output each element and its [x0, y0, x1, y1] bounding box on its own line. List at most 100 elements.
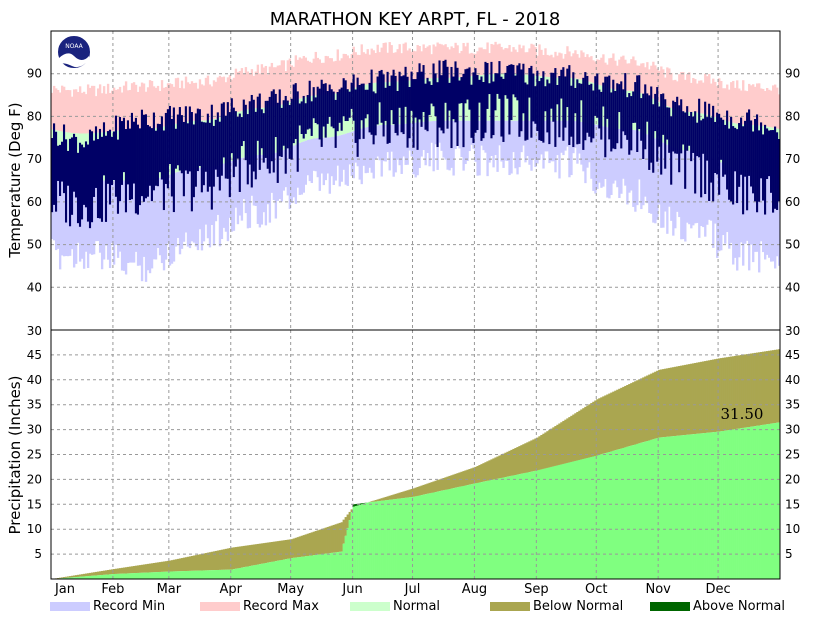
below-normal-day: [232, 547, 236, 570]
record-min-day: [690, 150, 693, 229]
observed-precip-day: [644, 441, 647, 579]
below-normal-day: [446, 476, 449, 490]
record-min-day: [586, 122, 589, 168]
record-min-day: [400, 124, 403, 174]
observed-precip-day: [340, 551, 343, 579]
observed-temp-day: [668, 107, 671, 153]
observed-precip-day: [532, 471, 535, 579]
record-max-day: [120, 92, 124, 131]
observed-precip-day: [94, 575, 98, 579]
record-max-day: [440, 44, 443, 78]
below-normal-day: [548, 429, 551, 468]
below-normal-day: [424, 484, 427, 495]
observed-temp-day: [260, 109, 263, 149]
observed-precip-day: [442, 490, 445, 579]
record-max-day: [410, 51, 413, 81]
observed-precip-day: [486, 480, 489, 579]
record-max-day: [472, 53, 475, 76]
record-max-day: [488, 53, 491, 75]
record-max-day: [218, 75, 222, 118]
record-min-day: [738, 170, 741, 258]
record-max-day: [284, 71, 288, 104]
observed-temp-day: [672, 100, 675, 152]
observed-temp-day: [186, 123, 189, 174]
observed-precip-day: [616, 449, 619, 579]
record-min-day: [666, 144, 669, 234]
record-min-day: [288, 147, 292, 209]
record-max-day: [650, 65, 653, 98]
record-max-day: [64, 90, 68, 133]
below-normal-day: [550, 428, 553, 467]
record-min-day: [192, 168, 196, 243]
record-min-day: [106, 180, 110, 260]
below-normal-day: [452, 474, 455, 489]
record-max-day: [160, 80, 164, 127]
record-max-day: [290, 65, 294, 102]
below-normal-day: [616, 389, 619, 450]
below-normal-day: [196, 554, 200, 571]
observed-temp-day: [238, 113, 241, 192]
record-max-day: [114, 89, 118, 131]
observed-temp-day: [676, 96, 679, 154]
legend-label: Above Normal: [693, 599, 785, 614]
observed-precip-day: [218, 569, 222, 579]
observed-precip-day: [140, 572, 144, 579]
observed-precip-day: [456, 487, 459, 579]
below-normal-day: [568, 417, 571, 463]
record-min-day: [336, 135, 339, 166]
record-max-day: [280, 60, 284, 105]
observed-precip-day: [362, 503, 365, 579]
record-min-day: [532, 120, 535, 159]
below-normal-day: [290, 539, 294, 559]
record-min-day: [66, 179, 70, 257]
observed-precip-day: [428, 493, 431, 579]
record-max-day: [448, 49, 451, 78]
record-max-day: [194, 82, 198, 121]
below-normal-day: [632, 382, 635, 446]
record-min-day: [216, 165, 220, 215]
temp-tick-right: 80: [785, 109, 800, 123]
record-min-day: [574, 121, 577, 148]
legend-label: Record Min: [93, 599, 165, 614]
record-min-day: [730, 167, 733, 243]
below-normal-day: [228, 548, 232, 570]
record-max-day: [356, 54, 359, 88]
below-normal-day: [686, 364, 689, 435]
observed-precip-day: [176, 571, 180, 579]
record-min-day: [402, 123, 405, 157]
below-normal-day: [262, 543, 266, 564]
observed-temp-day: [716, 112, 719, 175]
observed-temp-day: [328, 84, 331, 117]
observed-precip-day: [258, 564, 262, 579]
record-min-day: [94, 180, 98, 242]
record-max-day: [574, 50, 577, 79]
record-min-day: [372, 125, 375, 179]
observed-temp-day: [212, 125, 215, 187]
record-min-day: [318, 137, 321, 191]
record-min-day: [778, 176, 781, 266]
observed-precip-day: [618, 449, 621, 579]
below-normal-day: [598, 398, 601, 455]
observed-temp-day: [614, 90, 617, 150]
record-max-day: [198, 79, 202, 121]
record-max-day: [450, 46, 453, 78]
observed-temp-day: [696, 122, 699, 157]
below-normal-day: [300, 535, 304, 557]
below-normal-day: [578, 410, 581, 460]
observed-temp-day: [264, 100, 267, 158]
record-min-day: [242, 157, 246, 200]
record-max-day: [564, 54, 567, 78]
record-min-day: [72, 180, 76, 268]
below-normal-day: [138, 565, 142, 573]
observed-precip-day: [568, 462, 571, 579]
record-min-day: [724, 164, 727, 244]
record-max-day: [84, 94, 88, 134]
observed-temp-day: [506, 65, 509, 99]
record-max-day: [756, 83, 759, 126]
observed-temp-day: [752, 131, 755, 194]
record-max-day: [732, 80, 735, 123]
below-normal-day: [144, 564, 148, 573]
observed-precip-day: [204, 570, 208, 579]
observed-precip-day: [438, 491, 441, 579]
record-min-day: [218, 164, 222, 247]
